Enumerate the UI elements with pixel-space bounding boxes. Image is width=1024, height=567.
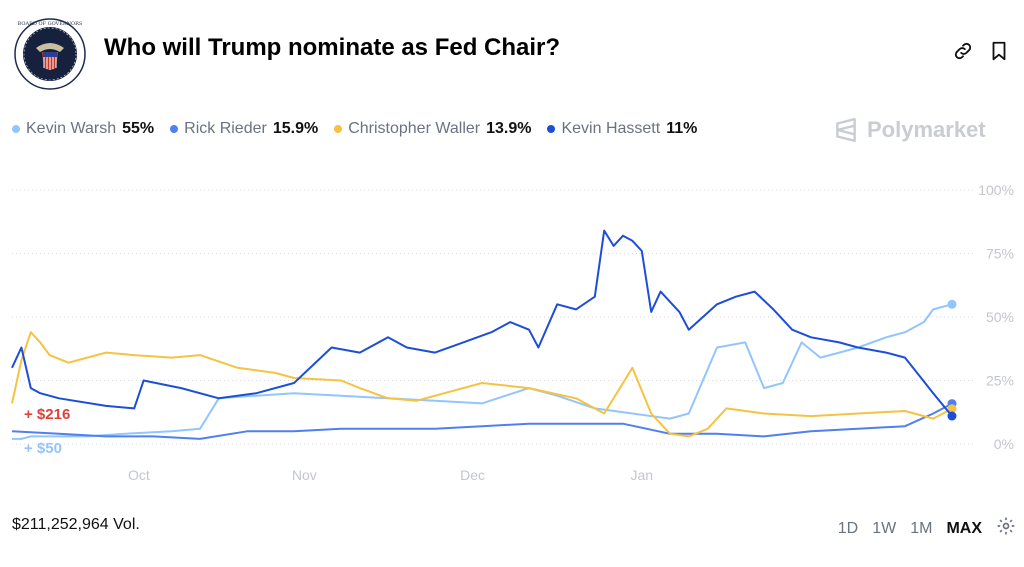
series-line-kevin-warsh <box>12 303 953 440</box>
bookmark-icon[interactable] <box>988 40 1010 62</box>
volume-label: $211,252,964 Vol. <box>12 516 140 533</box>
legend-name: Christopher Waller <box>348 120 481 137</box>
range-max-button[interactable]: MAX <box>946 519 982 537</box>
polymarket-brand: Polymarket <box>833 117 986 143</box>
legend-value: 15.9% <box>272 120 319 137</box>
svg-text:BOARD OF GOVERNORS: BOARD OF GOVERNORS <box>18 21 83 27</box>
x-tick-label: Oct <box>128 467 150 483</box>
time-range-selector: 1D 1W 1M MAX <box>838 516 1016 541</box>
y-tick-label: 75% <box>986 246 1014 262</box>
y-tick-label: 50% <box>986 309 1014 325</box>
legend-dot <box>547 125 556 133</box>
legend-name: Rick Rieder <box>184 120 267 137</box>
series-endpoint-christopher-waller <box>947 404 957 414</box>
link-icon[interactable] <box>952 40 974 62</box>
page-title: Who will Trump nominate as Fed Chair? <box>104 34 561 61</box>
range-1d-button[interactable]: 1D <box>837 519 859 537</box>
series-endpoint-kevin-hassett <box>947 411 957 421</box>
x-tick-label: Nov <box>292 467 317 483</box>
brand-name: Polymarket <box>867 117 986 142</box>
annotation-label: + $216 <box>24 406 70 423</box>
x-tick-label: Jan <box>631 467 654 483</box>
y-tick-label: 25% <box>986 373 1014 389</box>
range-1m-button[interactable]: 1M <box>910 519 933 537</box>
legend-dot <box>170 125 179 133</box>
series-line-rick-rieder <box>11 402 953 440</box>
legend-value: 11% <box>666 120 698 137</box>
series-endpoint-kevin-warsh <box>947 299 957 309</box>
federal-reserve-seal-logo: BOARD OF GOVERNORS <box>14 18 86 90</box>
legend-name: Kevin Hassett <box>561 120 661 137</box>
legend-item-kevin-warsh[interactable]: Kevin Warsh 55% <box>12 120 154 138</box>
annotation-label: + $50 <box>24 440 62 457</box>
gear-icon[interactable] <box>996 516 1016 541</box>
series-line-christopher-waller <box>11 331 953 438</box>
price-history-chart[interactable]: 0% 25% 50% 75% 100% Oct Nov Dec Jan + $216 + $50 <box>0 170 1024 490</box>
legend-item-christopher-waller[interactable]: Christopher Waller 13.9% <box>334 120 531 138</box>
legend-dot <box>334 125 343 133</box>
x-tick-label: Dec <box>460 467 485 483</box>
legend-item-rick-rieder[interactable]: Rick Rieder 15.9% <box>170 120 318 138</box>
range-1w-button[interactable]: 1W <box>872 519 897 537</box>
y-tick-label: 0% <box>994 436 1014 452</box>
series-line-kevin-hassett <box>11 229 953 417</box>
y-tick-label: 100% <box>978 182 1014 198</box>
legend-item-kevin-hassett[interactable]: Kevin Hassett 11% <box>547 120 697 138</box>
legend-value: 13.9% <box>486 120 532 137</box>
legend-dot <box>12 125 20 133</box>
polymarket-logo-icon <box>836 117 856 143</box>
legend-name: Kevin Warsh <box>26 120 117 137</box>
chart-legend: Kevin Warsh 55% Rick Rieder 15.9% Christ… <box>12 120 697 138</box>
legend-value: 55% <box>122 120 155 137</box>
